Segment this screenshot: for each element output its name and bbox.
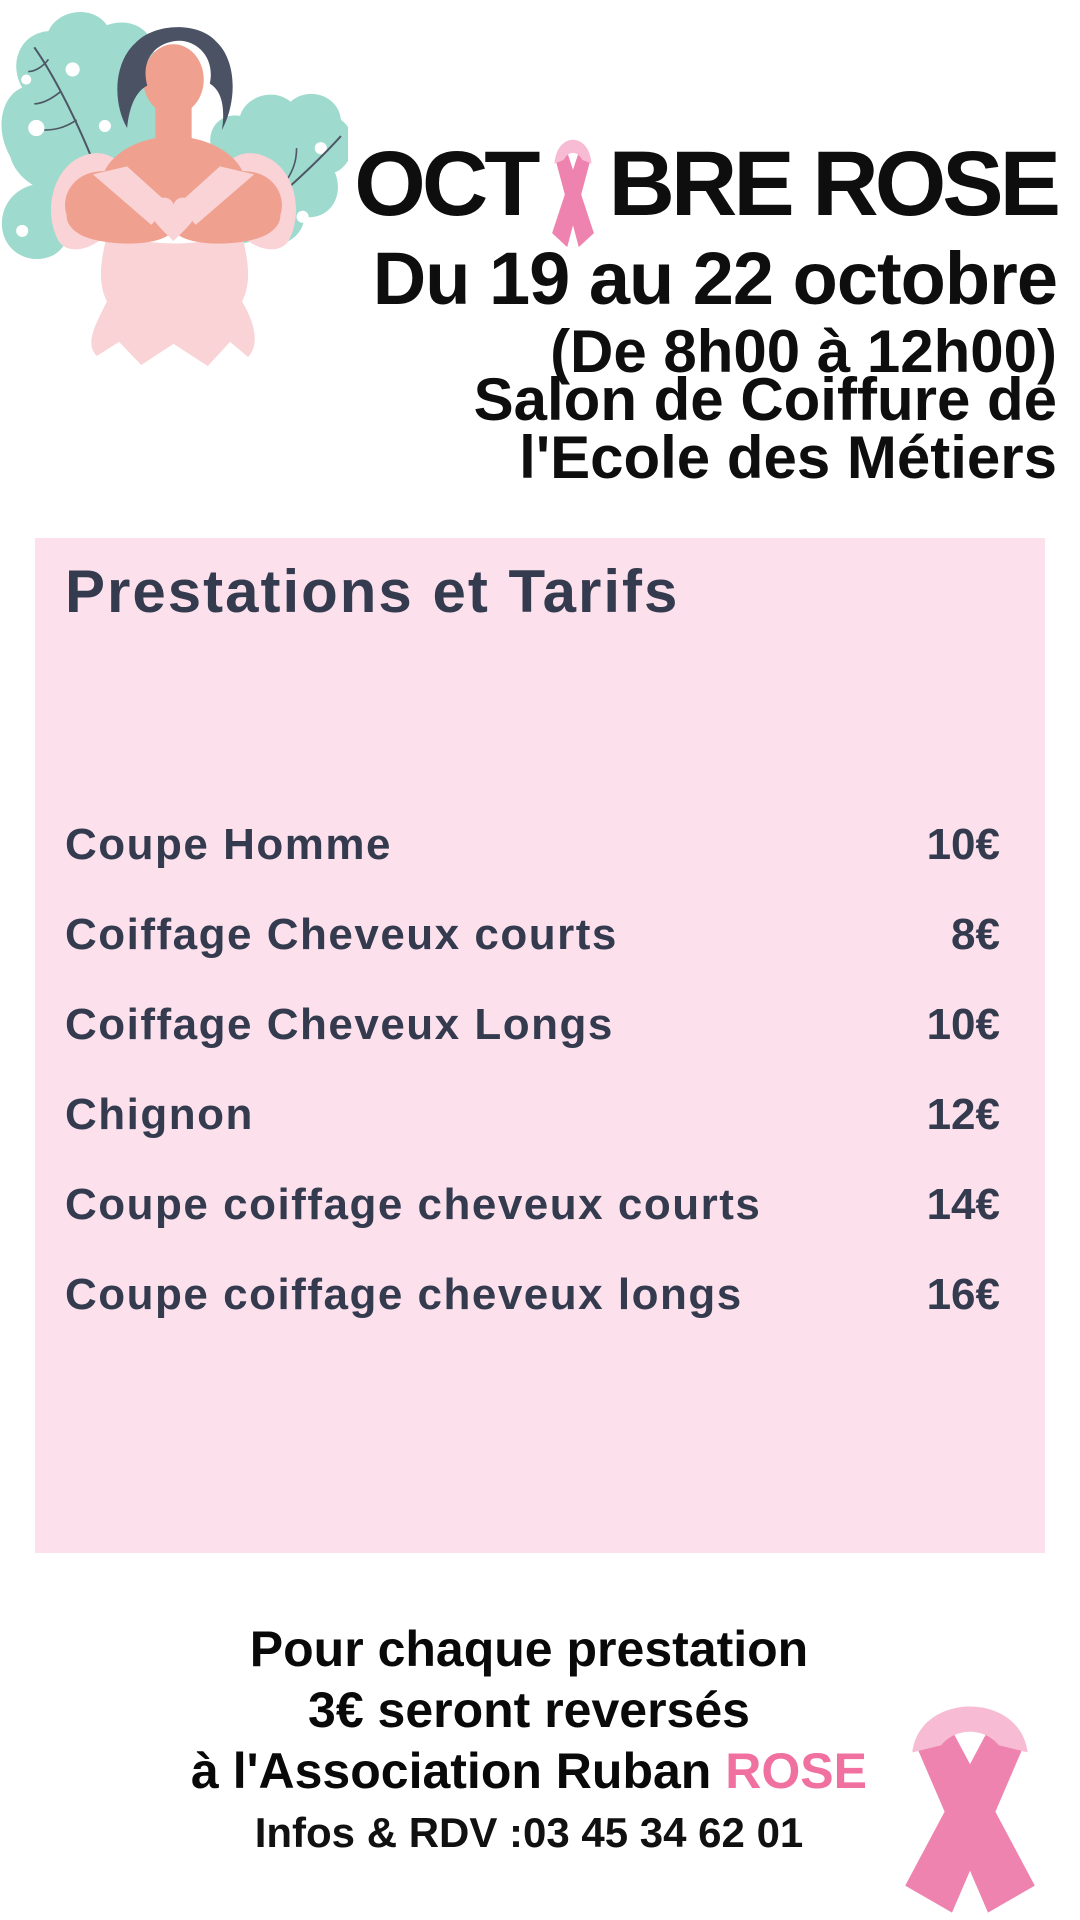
title-suffix: BRE ROSE [608, 133, 1061, 235]
event-hours: (De 8h00 à 12h00) [550, 318, 1057, 385]
service-label: Chignon [65, 1090, 254, 1139]
service-label: Coiffage Cheveux Longs [65, 1000, 614, 1049]
price-row: Coupe coiffage cheveux courts 14€ [65, 1183, 1000, 1227]
donation-line-2: 3€ seront reversés [308, 1682, 750, 1738]
title-prefix: OCT [354, 133, 540, 235]
service-price: 10€ [926, 820, 1000, 869]
price-row: Coiffage Cheveux Longs 10€ [65, 1003, 1000, 1047]
page-title: OCT BRE ROSE [354, 128, 1061, 248]
service-price: 16€ [926, 1270, 1000, 1319]
price-panel: Prestations et Tarifs Coupe Homme 10€ Co… [35, 538, 1045, 1553]
service-label: Coupe Homme [65, 820, 392, 869]
price-row: Coupe Homme 10€ [65, 823, 1000, 867]
association-rose-highlight: ROSE [725, 1743, 867, 1799]
price-row: Chignon 12€ [65, 1093, 1000, 1137]
service-label: Coiffage Cheveux courts [65, 910, 618, 959]
venue-line-1: Salon de Coiffure de [473, 366, 1057, 433]
woman-figure [51, 27, 296, 366]
contact-phone: Infos & RDV :03 45 34 62 01 [254, 1809, 804, 1856]
service-label: Coupe coiffage cheveux courts [65, 1180, 762, 1229]
donation-line-3-prefix: à l'Association Ruban [191, 1743, 726, 1799]
donation-note: Pour chaque prestation 3€ seront reversé… [0, 1619, 1058, 1802]
price-row: Coupe coiffage cheveux longs 16€ [65, 1273, 1000, 1317]
service-label: Coupe coiffage cheveux longs [65, 1270, 743, 1319]
awareness-ribbon-icon [905, 1706, 1035, 1913]
price-list-heading: Prestations et Tarifs [65, 558, 680, 625]
donation-line-1: Pour chaque prestation [249, 1621, 809, 1677]
event-venue: Salon de Coiffure de l'Ecole des Métiers [473, 366, 1057, 491]
event-dates: Du 19 au 22 octobre [372, 237, 1058, 320]
service-price: 8€ [951, 910, 1000, 959]
venue-line-2: l'Ecole des Métiers [519, 424, 1057, 491]
service-price: 12€ [926, 1090, 1000, 1139]
price-row: Coiffage Cheveux courts 8€ [65, 913, 1000, 957]
woman-heart-hands-illustration [1, 12, 348, 366]
service-price: 10€ [926, 1000, 1000, 1049]
donation-line-3: à l'Association Ruban ROSE [0, 1741, 1058, 1802]
service-price: 14€ [926, 1180, 1000, 1229]
pink-ribbon-icon [552, 139, 595, 248]
price-list: Coupe Homme 10€ Coiffage Cheveux courts … [65, 823, 1000, 1363]
